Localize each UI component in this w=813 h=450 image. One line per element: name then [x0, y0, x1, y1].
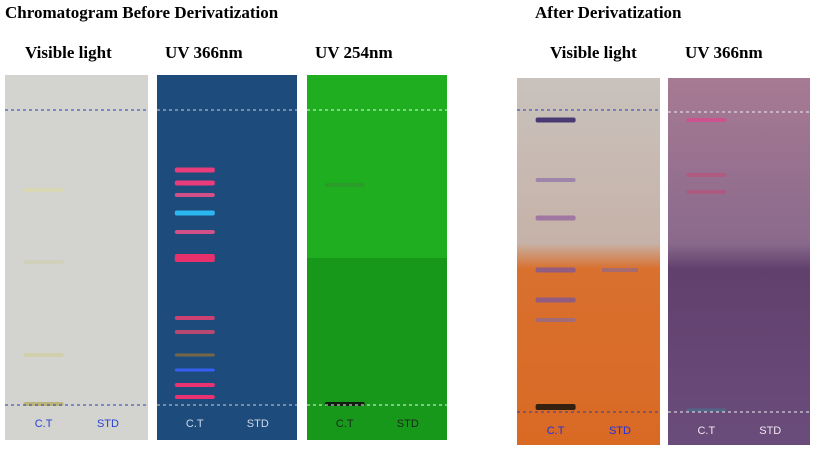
band [174, 383, 215, 387]
lane-label: STD [397, 418, 419, 430]
plates: Visible light C.T STD UV 366nm C.T STD UV 254n… [5, 43, 810, 445]
band [174, 395, 215, 399]
band [601, 268, 638, 272]
plate-label: UV 366nm [165, 43, 243, 62]
lane-label: C.T [547, 425, 565, 437]
band [686, 173, 727, 177]
band [174, 353, 215, 357]
band [174, 193, 215, 197]
band [174, 230, 215, 234]
lane-label: STD [97, 418, 119, 430]
lane-label: C.T [336, 418, 354, 430]
band [23, 188, 64, 192]
plate-label: Visible light [550, 43, 637, 62]
band [535, 404, 576, 410]
plate-label: Visible light [25, 43, 112, 62]
band [174, 210, 215, 216]
band [686, 190, 727, 194]
band [174, 368, 215, 372]
lane-label: STD [759, 425, 781, 437]
band [174, 167, 215, 173]
band [174, 180, 215, 186]
heading: Chromatogram Before Derivatization [5, 3, 279, 22]
plate-label: UV 254nm [315, 43, 393, 62]
band [535, 297, 576, 303]
band [686, 118, 727, 122]
lane-label: C.T [697, 425, 715, 437]
band [324, 183, 365, 187]
band [174, 316, 215, 320]
band [535, 215, 576, 221]
lane-label: STD [247, 418, 269, 430]
plate-label: UV 366nm [685, 43, 763, 62]
plate [5, 75, 148, 440]
plate-shade [307, 258, 447, 440]
lane-label: STD [609, 425, 631, 437]
band [535, 178, 576, 182]
band [535, 318, 576, 322]
band [535, 267, 576, 273]
band [23, 353, 64, 357]
band [174, 330, 215, 334]
band [174, 254, 215, 262]
band [535, 117, 576, 123]
lane-label: C.T [35, 418, 53, 430]
lane-label: C.T [186, 418, 204, 430]
plate [668, 78, 810, 445]
band [324, 402, 365, 406]
band [686, 408, 727, 412]
plate [517, 78, 660, 445]
heading: After Derivatization [535, 3, 682, 22]
band [23, 260, 64, 264]
